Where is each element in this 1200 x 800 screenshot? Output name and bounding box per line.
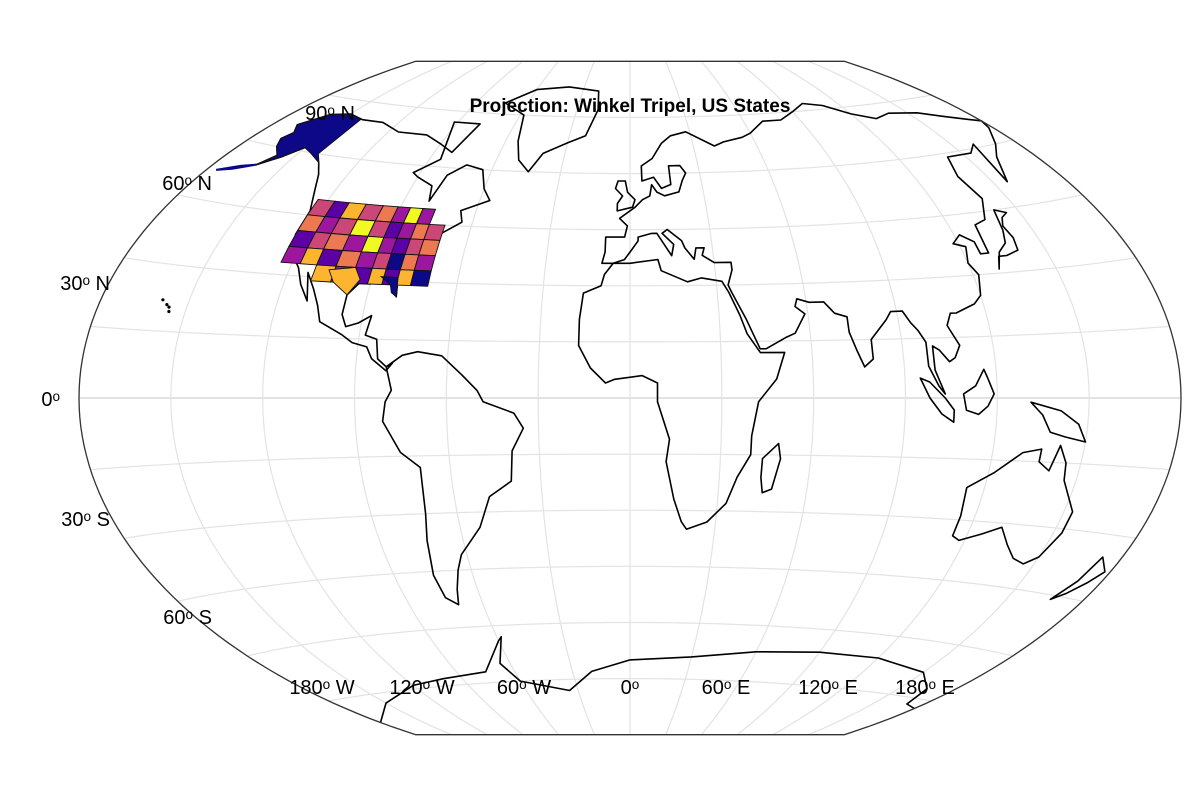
map-title: Projection: Winkel Tripel, US States [470, 96, 791, 117]
meridian-line [808, 60, 1090, 736]
hawaii-island [167, 309, 171, 314]
state-region [379, 276, 399, 298]
lon-tick-label: 60ᵒ E [702, 677, 751, 699]
state-region [256, 113, 362, 167]
australia-coastline [951, 444, 1074, 565]
eurasia-coastline [601, 102, 1009, 395]
coastlines [255, 86, 1106, 723]
meridian-line [445, 60, 560, 736]
map-frame [78, 60, 1182, 736]
greenland-coastline [504, 86, 600, 173]
new-zealand-coastline [1049, 556, 1106, 601]
south-america-coastline [381, 350, 525, 606]
meridian-line [537, 61, 595, 735]
graticule [78, 60, 1182, 736]
meridian-line [170, 60, 452, 736]
state-region [409, 269, 432, 287]
meridian-line [700, 60, 815, 736]
lon-tick-label: 60ᵒ W [497, 677, 551, 699]
japan-coastline [993, 209, 1019, 270]
meridian-line [736, 60, 907, 736]
meridian-line [353, 60, 524, 736]
lat-tick-label: 60ᵒ S [163, 607, 212, 629]
antarctica-coastline [379, 636, 928, 723]
lon-tick-label: 120ᵒ E [798, 677, 858, 699]
lat-tick-label: 0ᵒ [41, 389, 60, 411]
meridian-line [665, 61, 723, 735]
hawaii-island [165, 303, 169, 307]
lon-tick-label: 0ᵒ [621, 677, 640, 699]
lat-tick-label: 60ᵒ N [162, 173, 212, 195]
hawaii-island [167, 305, 171, 309]
aleutian-islands [215, 163, 257, 171]
africa-coastline [577, 258, 786, 530]
madagascar-coastline [760, 442, 782, 494]
state-region [328, 266, 361, 296]
lon-tick-label: 120ᵒ W [389, 677, 454, 699]
lon-tick-label: 180ᵒ E [895, 677, 955, 699]
meridian-line [772, 60, 998, 736]
sumatra-coastline [919, 377, 956, 423]
lat-tick-label: 30ᵒ N [60, 273, 110, 295]
us-states-choropleth [161, 113, 446, 314]
great-britain-coastline [614, 180, 636, 212]
lat-tick-label: 30ᵒ S [61, 509, 110, 531]
hawaii-island [161, 298, 165, 302]
lat-tick-label: 90ᵒ N [305, 103, 355, 125]
meridian-line [262, 60, 488, 736]
new-guinea-coastline [1030, 401, 1087, 443]
borneo-coastline [962, 368, 995, 416]
north-america-coastline [255, 113, 491, 372]
lon-tick-label: 180ᵒ W [289, 677, 354, 699]
